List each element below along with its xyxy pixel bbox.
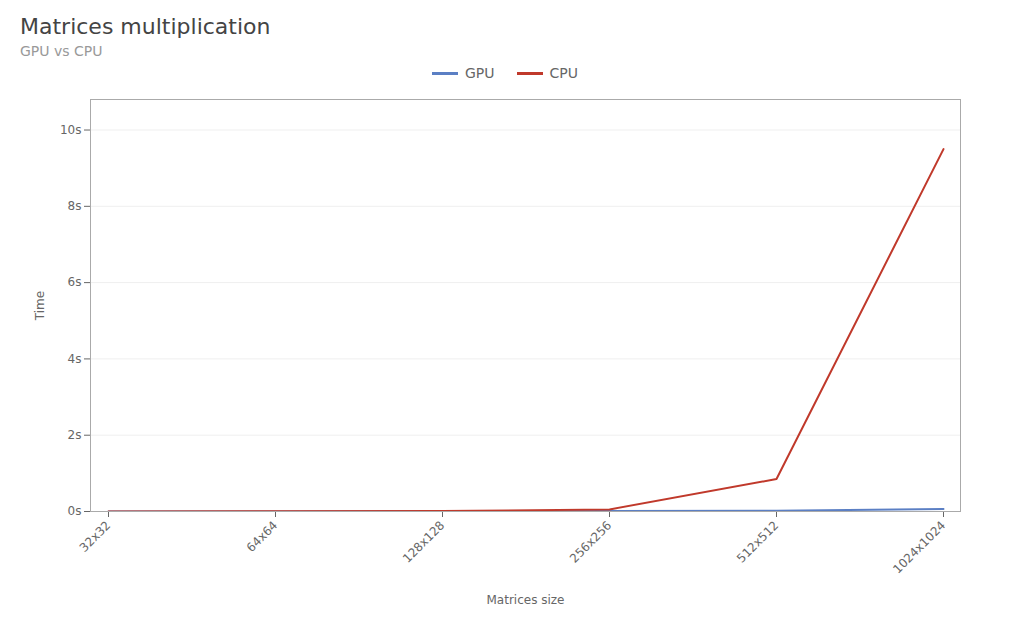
- svg-text:1024x1024: 1024x1024: [890, 518, 948, 576]
- svg-text:32x32: 32x32: [77, 518, 114, 555]
- svg-text:6s: 6s: [68, 275, 82, 289]
- svg-text:64x64: 64x64: [244, 518, 281, 555]
- svg-text:2s: 2s: [68, 428, 82, 442]
- html-text:CPU: CPU: [549, 65, 578, 81]
- svg-text:512x512: 512x512: [734, 518, 781, 565]
- svg-text:Time: Time: [33, 291, 47, 321]
- html-text:GPU: GPU: [465, 65, 495, 81]
- svg-text:256x256: 256x256: [567, 518, 614, 565]
- svg-text:10s: 10s: [60, 123, 82, 137]
- html-text:Matrices multiplication: Matrices multiplication: [20, 14, 271, 39]
- svg-text:128x128: 128x128: [400, 518, 447, 565]
- svg-text:8s: 8s: [68, 199, 82, 213]
- html-text:GPU vs CPU: GPU vs CPU: [20, 43, 103, 59]
- svg-text:Matrices size: Matrices size: [487, 593, 565, 607]
- svg-text:4s: 4s: [68, 352, 82, 366]
- svg-text:0s: 0s: [68, 504, 82, 518]
